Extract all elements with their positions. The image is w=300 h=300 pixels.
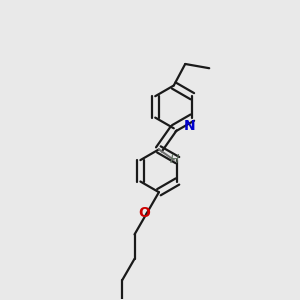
Text: N: N bbox=[184, 119, 196, 133]
Text: H: H bbox=[169, 153, 178, 167]
Text: O: O bbox=[138, 206, 150, 220]
